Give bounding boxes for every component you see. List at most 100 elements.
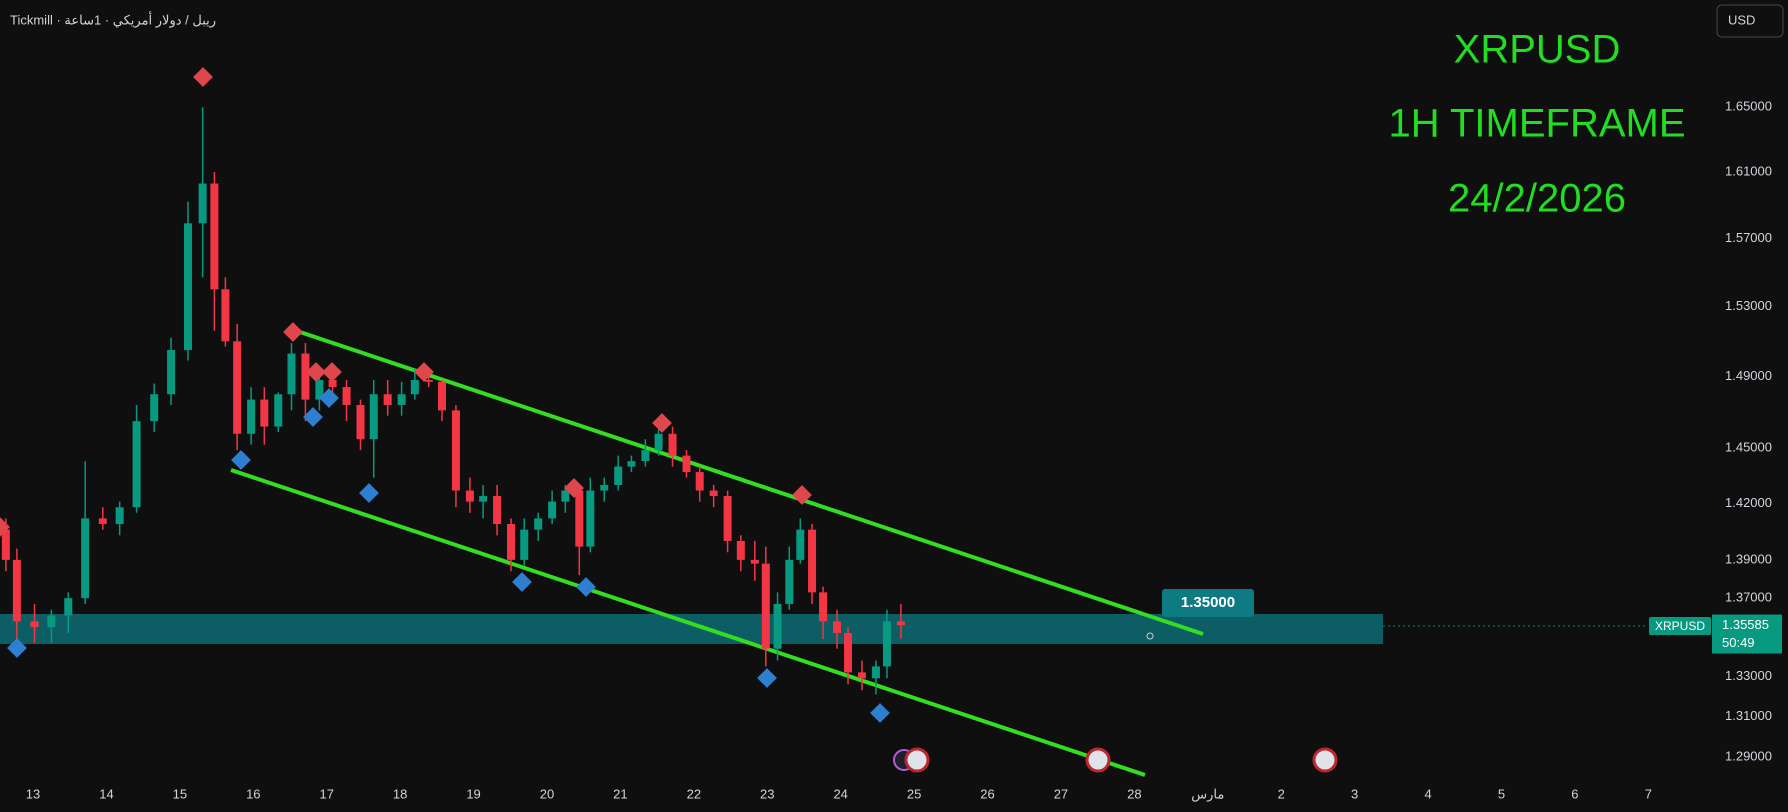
candle-body (383, 394, 392, 405)
pivot-marker (283, 322, 303, 342)
x-tick-label: 23 (760, 786, 774, 801)
candle-body (641, 450, 650, 462)
x-tick-label: 14 (99, 786, 113, 801)
candle-body (410, 380, 419, 395)
candle-body (301, 353, 310, 400)
pivot-marker (757, 668, 777, 688)
pivot-marker (303, 407, 323, 427)
candle-body (896, 621, 905, 626)
candle-body (47, 615, 56, 628)
candle-body (548, 501, 557, 519)
x-tick-label: 13 (26, 786, 40, 801)
pivot-marker (322, 362, 342, 382)
candle-body (586, 490, 595, 547)
last-price: 1.35585 (1722, 617, 1769, 632)
candle-body (81, 518, 90, 599)
candle-body (682, 455, 691, 473)
pivot-marker (870, 703, 890, 723)
date-label: 24/2/2026 (1448, 177, 1626, 221)
candle-body (221, 289, 230, 342)
candle-body (397, 394, 406, 405)
pivot-marker (576, 577, 596, 597)
pivot-marker (319, 388, 339, 408)
y-tick-label: 1.49000 (1725, 368, 1772, 383)
x-tick-label: 5 (1498, 786, 1505, 801)
candle-body (369, 394, 378, 440)
candle-body (167, 350, 176, 395)
pivot-marker (231, 450, 251, 470)
candle-body (150, 394, 159, 422)
candle-body (844, 633, 853, 673)
candle-body (274, 394, 283, 427)
events (893, 747, 1338, 773)
candle-body (198, 183, 207, 224)
y-tick-label: 1.29000 (1725, 748, 1772, 763)
candle-body (424, 380, 433, 382)
candle-body (808, 529, 817, 593)
header: Tickmill · ريبل / دولار أمريكي · 1ساعة (10, 11, 216, 28)
candle-body (132, 421, 141, 508)
x-tick-label: 26 (980, 786, 994, 801)
candle-body (750, 559, 759, 564)
y-tick-label: 1.37000 (1725, 590, 1772, 605)
candle-body (520, 529, 529, 560)
candle-body (1, 529, 10, 560)
candle-body (342, 387, 351, 405)
candle-body (709, 490, 718, 497)
x-tick-label: 28 (1127, 786, 1141, 801)
x-tick-label: 6 (1571, 786, 1578, 801)
candle-body (356, 404, 365, 440)
y-tick-label: 1.31000 (1725, 708, 1772, 723)
x-tick-label: 19 (466, 786, 480, 801)
y-tick-label: 1.45000 (1725, 440, 1772, 455)
x-tick-label: 7 (1645, 786, 1652, 801)
candle-body (260, 399, 269, 427)
countdown: 50:49 (1722, 635, 1755, 650)
y-tick-label: 1.42000 (1725, 495, 1772, 510)
pivot-marker (512, 572, 532, 592)
candle-body (451, 410, 460, 491)
event-icon[interactable] (1312, 747, 1338, 773)
channel-upper (287, 326, 1204, 636)
pivot-marker (792, 485, 812, 505)
candle-body (723, 496, 732, 541)
candle-body (247, 399, 256, 434)
candle-body (773, 603, 782, 649)
currency-label[interactable]: USD (1728, 12, 1755, 27)
candle-body (328, 380, 337, 388)
x-tick-label: 25 (907, 786, 921, 801)
pivot-marker (652, 413, 672, 433)
candle-body (668, 433, 677, 456)
y-tick-label: 1.61000 (1725, 163, 1772, 178)
candle-body (871, 666, 880, 679)
candle-body (857, 672, 866, 679)
candle-body (600, 484, 609, 491)
event-icon[interactable] (904, 747, 930, 773)
x-tick-label: 18 (393, 786, 407, 801)
candle-body (785, 559, 794, 604)
plot (1, 107, 905, 695)
anchor (1146, 632, 1154, 640)
x-tick-label: 2 (1278, 786, 1285, 801)
currency-button[interactable] (1716, 4, 1784, 38)
last-price-box (1712, 614, 1782, 654)
candle-body (493, 496, 502, 525)
y-tick-label: 1.57000 (1725, 230, 1772, 245)
x-tick-label: 24 (833, 786, 847, 801)
candle-body (479, 496, 488, 502)
pivot-marker (193, 67, 213, 87)
candle-body (736, 540, 745, 560)
chart-title: XRPUSD (1454, 28, 1621, 72)
pivot-marker (564, 478, 584, 498)
y-tick-label: 1.53000 (1725, 298, 1772, 313)
pivot-marker (359, 483, 379, 503)
symbol-tag-box (1649, 617, 1711, 635)
event-icon[interactable] (1085, 747, 1111, 773)
candle-body (183, 223, 192, 351)
y-tick-label: 1.39000 (1725, 551, 1772, 566)
subtitle: 1H TIMEFRAME (1388, 102, 1685, 146)
candle-body (882, 621, 891, 667)
pivot-marker (306, 362, 326, 382)
